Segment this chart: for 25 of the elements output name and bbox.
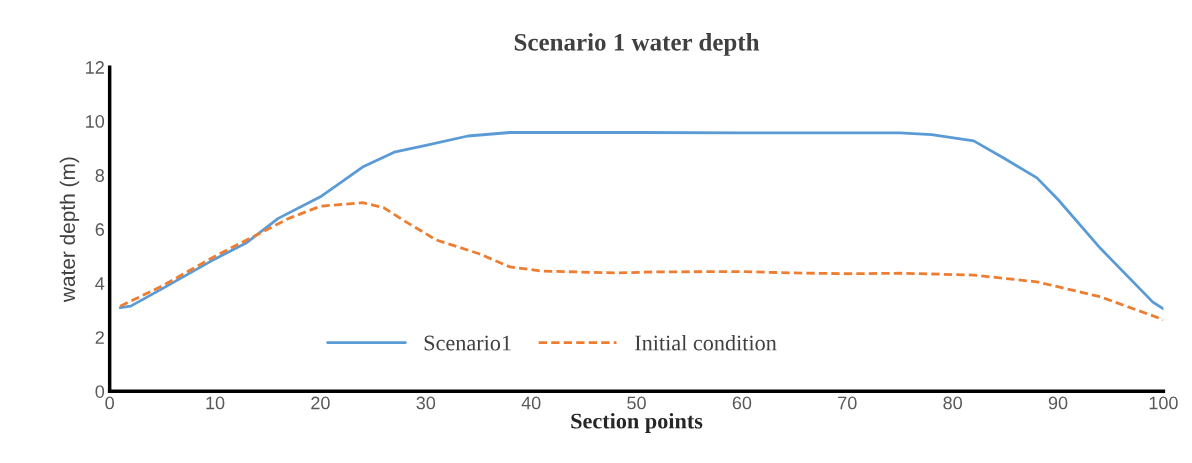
y-tick-label: 6 (95, 223, 105, 236)
x-tick-label: 100 (1149, 396, 1178, 410)
x-tick-label: 0 (105, 396, 114, 410)
chart-title: Scenario 1 water depth (514, 33, 760, 56)
x-axis-title: Section points (571, 412, 703, 434)
x-tick-label: 40 (521, 396, 541, 410)
x-tick-label: 20 (311, 396, 330, 410)
x-tick-label: 30 (416, 396, 436, 410)
y-axis-title: water depth (m) (59, 157, 80, 303)
y-tick-label: 2 (95, 331, 104, 344)
y-tick-label: 12 (86, 61, 104, 74)
y-tick-label: 10 (86, 115, 105, 128)
x-tick-label: 70 (838, 396, 857, 410)
legend-label: Scenario1 (424, 335, 511, 351)
x-tick-label: 50 (627, 396, 646, 410)
y-tick-label: 4 (95, 277, 105, 290)
x-tick-label: 80 (943, 396, 962, 410)
x-tick-label: 90 (1048, 396, 1068, 410)
y-tick-label: 8 (95, 169, 105, 182)
x-tick-label: 10 (206, 396, 225, 410)
y-tick-label: 0 (95, 385, 105, 398)
line-series (118, 131, 1164, 311)
line-series (118, 201, 1164, 322)
legend-label: Initial condition (635, 334, 777, 351)
x-tick-label: 60 (732, 396, 752, 410)
